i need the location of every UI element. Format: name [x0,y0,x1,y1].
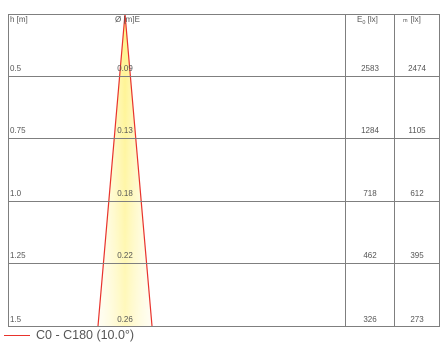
row-diameter: 0.18 [117,189,133,198]
row-diameter: 0.13 [117,126,133,135]
header-em-sub: m [403,18,408,24]
row-em: 2474 [408,64,426,73]
row-em: 273 [410,315,424,324]
header: h [m] Ø [m]E E0 [lx] m [lx] [10,15,421,26]
header-diameter: Ø [m]E [115,15,140,24]
row-diameter: 0.22 [117,251,133,260]
row-height: 1.25 [10,251,26,260]
beam-edge-left [97,13,126,327]
row-height: 1.0 [10,189,22,198]
beam-cone [97,13,153,327]
table-row: 1.25 0.22 462 395 [10,251,424,260]
row-e0: 326 [363,315,377,324]
header-e0: E0 [lx] [357,15,378,26]
legend-swatch [4,334,30,336]
header-em-unit: [lx] [411,15,421,24]
header-e0-sub: 0 [362,20,365,26]
beam-fade [98,14,152,326]
beam-edge-right [124,13,153,327]
row-diameter: 0.09 [117,64,133,73]
header-em: m [lx] [403,15,421,24]
header-e0-base: E [357,15,362,24]
row-e0: 2583 [361,64,379,73]
row-e0: 1284 [361,126,379,135]
header-e-label: E [135,15,140,24]
row-e0: 718 [363,189,377,198]
header-height: h [m] [10,15,28,24]
table-row: 0.5 0.09 2583 2474 [10,64,426,73]
grid [8,14,440,327]
row-height: 0.75 [10,126,26,135]
row-height: 0.5 [10,64,22,73]
header-e0-unit: [lx] [365,15,377,24]
table-row: 1.5 0.26 326 273 [10,315,424,324]
row-em: 612 [410,189,424,198]
row-em: 395 [410,251,424,260]
row-diameter: 0.26 [117,315,133,324]
row-em: 1105 [408,126,426,135]
table-row: 0.75 0.13 1284 1105 [10,126,426,135]
table-row: 1.0 0.18 718 612 [10,189,424,198]
legend: C0 - C180 (10.0°) [4,327,134,343]
rows: 0.5 0.09 2583 2474 0.75 0.13 1284 1105 1… [10,64,426,324]
row-height: 1.5 [10,315,22,324]
header-diameter-label: Ø [m] [115,15,135,24]
legend-label: C0 - C180 (10.0°) [36,328,135,342]
row-e0: 462 [363,251,377,260]
